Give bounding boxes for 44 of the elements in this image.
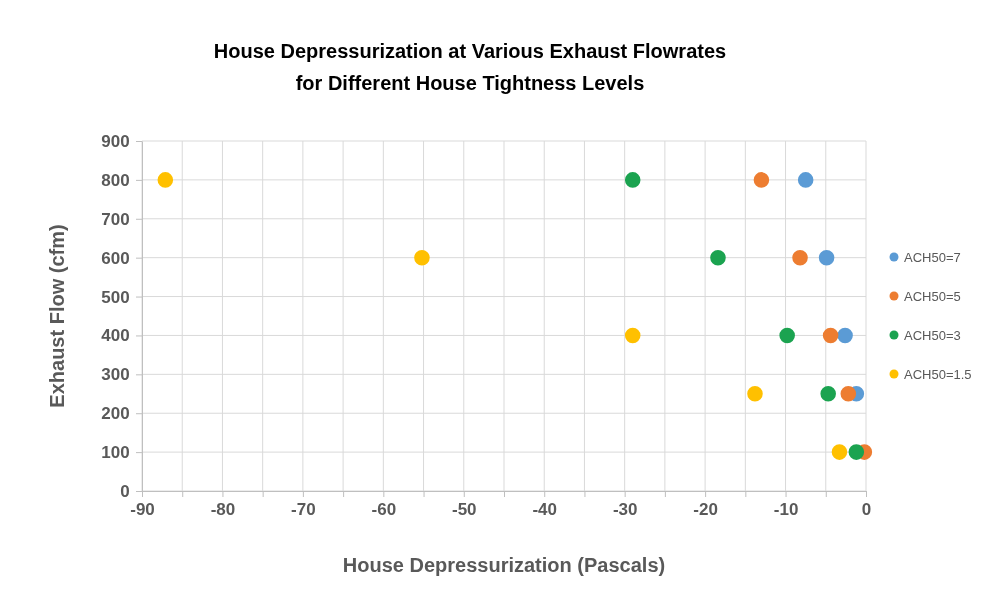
y-tick-label: 400 xyxy=(101,326,130,346)
x-tick-label: -40 xyxy=(532,500,558,520)
x-tick-label: 0 xyxy=(861,500,872,520)
point xyxy=(747,386,763,402)
point xyxy=(820,386,836,402)
y-tick-label: 600 xyxy=(101,248,130,268)
legend-label: ACH50=7 xyxy=(904,249,961,265)
point xyxy=(779,327,795,344)
y-tick-label: 800 xyxy=(101,170,130,190)
point xyxy=(797,172,814,188)
y-tick-label: 700 xyxy=(101,209,130,229)
y-tick-label: 0 xyxy=(120,481,130,501)
y-tick-label: 200 xyxy=(101,404,130,424)
x-tick-label: -20 xyxy=(693,500,718,520)
x-tick-label: -60 xyxy=(371,500,397,520)
point xyxy=(792,249,808,266)
point xyxy=(840,386,857,402)
y-tick-label: 100 xyxy=(101,443,130,463)
x-tick-label: -30 xyxy=(612,500,638,520)
x-axis-title: House Depressurization (Pascals) xyxy=(342,554,666,576)
legend-label: ACH50=1.5 xyxy=(904,366,972,382)
chart-title: House Depressurization at Various Exhaust Flowrates for Different House Tightness Levels xyxy=(213,40,727,94)
x-tick-label: -70 xyxy=(291,500,316,520)
legend-label: ACH50=5 xyxy=(904,288,961,304)
y-tick-label: 500 xyxy=(101,287,130,307)
y-tick-label: 900 xyxy=(101,131,130,151)
point xyxy=(624,172,641,188)
point xyxy=(818,249,835,266)
legend-label: ACH50=3 xyxy=(904,327,961,343)
point xyxy=(822,327,839,344)
x-tick-label: -90 xyxy=(130,500,155,520)
point xyxy=(848,444,865,460)
x-tick-label: -10 xyxy=(773,500,799,520)
point xyxy=(831,444,848,460)
point xyxy=(414,249,430,266)
point xyxy=(837,327,853,344)
y-axis-title: Exhaust Flow (cfm) xyxy=(46,224,68,408)
y-tick-label: 300 xyxy=(101,365,130,385)
x-tick-label: -50 xyxy=(451,500,477,520)
point xyxy=(753,172,770,188)
point xyxy=(710,249,726,266)
point xyxy=(624,327,641,344)
x-tick-label: -80 xyxy=(210,500,236,520)
point xyxy=(157,172,174,188)
